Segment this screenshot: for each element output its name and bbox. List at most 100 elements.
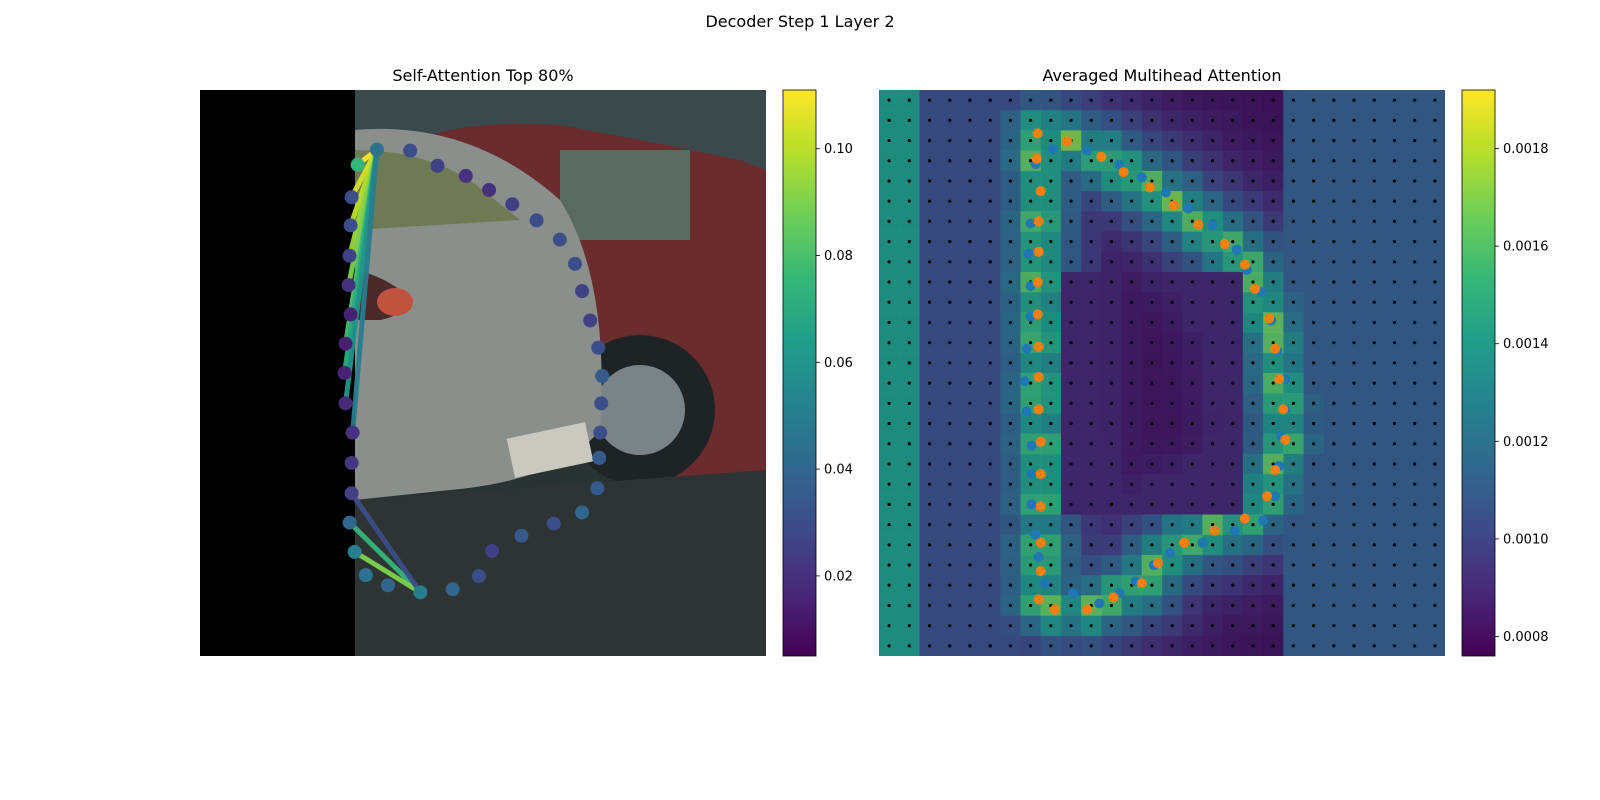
grid-dot xyxy=(1251,563,1255,567)
grid-dot xyxy=(948,523,952,527)
grid-dot xyxy=(1130,543,1134,547)
grid-dot xyxy=(948,401,952,405)
grid-dot xyxy=(1170,138,1174,143)
grid-dot xyxy=(1109,603,1114,608)
grid-dot xyxy=(1291,300,1295,304)
grid-dot xyxy=(887,260,891,264)
grid-dot xyxy=(1392,260,1397,264)
grid-dot xyxy=(1392,320,1397,325)
grid-dot xyxy=(988,199,992,203)
grid-dot xyxy=(1231,381,1235,385)
grid-dot xyxy=(1089,482,1093,486)
grid-dot xyxy=(1332,260,1336,264)
grid-dot xyxy=(1251,502,1255,506)
grid-dot xyxy=(1069,98,1073,102)
grid-dot xyxy=(1312,603,1316,608)
grid-dot xyxy=(1413,361,1417,365)
grid-dot xyxy=(1251,138,1255,143)
grid-dot xyxy=(1291,260,1295,264)
blue-point xyxy=(1114,159,1125,170)
grid-dot xyxy=(1049,644,1053,648)
grid-dot xyxy=(1130,381,1134,385)
grid-dot xyxy=(1210,442,1215,446)
grid-dot xyxy=(1271,583,1275,587)
grid-dot xyxy=(1049,361,1053,365)
grid-dot xyxy=(1069,179,1073,183)
grid-dot xyxy=(907,98,911,102)
grid-dot xyxy=(1130,421,1134,426)
grid-dot xyxy=(1291,138,1295,143)
attention-point xyxy=(529,213,544,228)
grid-dot xyxy=(1150,280,1154,284)
blue-point xyxy=(1025,218,1036,229)
grid-dot xyxy=(887,199,891,203)
grid-dot xyxy=(1150,644,1154,648)
grid-dot xyxy=(988,523,992,527)
grid-dot xyxy=(1291,320,1295,325)
grid-dot xyxy=(968,320,972,325)
grid-dot xyxy=(1089,240,1093,244)
grid-dot xyxy=(1190,159,1194,163)
grid-dot xyxy=(988,118,992,122)
grid-dot xyxy=(1049,118,1053,122)
grid-dot xyxy=(1291,583,1295,587)
grid-dot xyxy=(1312,624,1316,628)
grid-dot xyxy=(1352,543,1356,547)
grid-dot xyxy=(1271,401,1275,405)
blue-point xyxy=(1270,491,1281,502)
grid-dot xyxy=(1190,563,1194,567)
grid-dot xyxy=(1312,138,1316,143)
grid-dot xyxy=(1332,199,1336,203)
grid-dot xyxy=(968,118,972,122)
blue-point xyxy=(1039,578,1050,589)
grid-dot xyxy=(1170,442,1174,446)
grid-dot xyxy=(1069,583,1073,587)
attention-edge xyxy=(350,147,380,436)
grid-dot xyxy=(1008,421,1012,426)
grid-dot xyxy=(1109,644,1114,648)
grid-dot xyxy=(1210,138,1215,143)
grid-dot xyxy=(948,98,952,102)
grid-dot xyxy=(968,442,972,446)
orange-point xyxy=(1274,374,1285,385)
grid-dot xyxy=(1413,624,1417,628)
grid-dot xyxy=(1251,583,1255,587)
grid-dot xyxy=(1372,260,1376,264)
grid-dot xyxy=(927,583,932,587)
grid-dot xyxy=(1049,462,1053,466)
grid-dot xyxy=(1433,118,1437,122)
grid-dot xyxy=(988,341,992,345)
grid-dot xyxy=(1352,219,1356,223)
grid-dot xyxy=(1332,98,1336,102)
grid-dot xyxy=(1352,280,1356,284)
colorbar-tick-label: 0.06 xyxy=(824,356,853,371)
grid-dot xyxy=(1271,421,1275,426)
grid-dot xyxy=(927,401,932,405)
grid-dot xyxy=(968,401,972,405)
grid-dot xyxy=(1130,563,1134,567)
grid-dot xyxy=(1109,199,1114,203)
attention-point xyxy=(583,313,598,328)
grid-dot xyxy=(1312,320,1316,325)
grid-dot xyxy=(1251,159,1255,163)
grid-dot xyxy=(1190,138,1194,143)
grid-dot xyxy=(1433,482,1437,486)
grid-dot xyxy=(1271,260,1275,264)
grid-dot xyxy=(1372,502,1376,506)
grid-dot xyxy=(1170,624,1174,628)
grid-dot xyxy=(1413,280,1417,284)
orange-point xyxy=(1169,200,1180,211)
grid-dot xyxy=(968,543,972,547)
grid-dot xyxy=(948,421,952,426)
grid-dot xyxy=(1352,179,1356,183)
attention-point xyxy=(338,336,353,351)
grid-dot xyxy=(988,624,992,628)
grid-dot xyxy=(968,462,972,466)
grid-dot xyxy=(1352,98,1356,102)
grid-dot xyxy=(1392,280,1397,284)
grid-dot xyxy=(1049,260,1053,264)
grid-dot xyxy=(1008,219,1012,223)
grid-dot xyxy=(1433,199,1437,203)
grid-dot xyxy=(1190,401,1194,405)
grid-dot xyxy=(1210,502,1215,506)
